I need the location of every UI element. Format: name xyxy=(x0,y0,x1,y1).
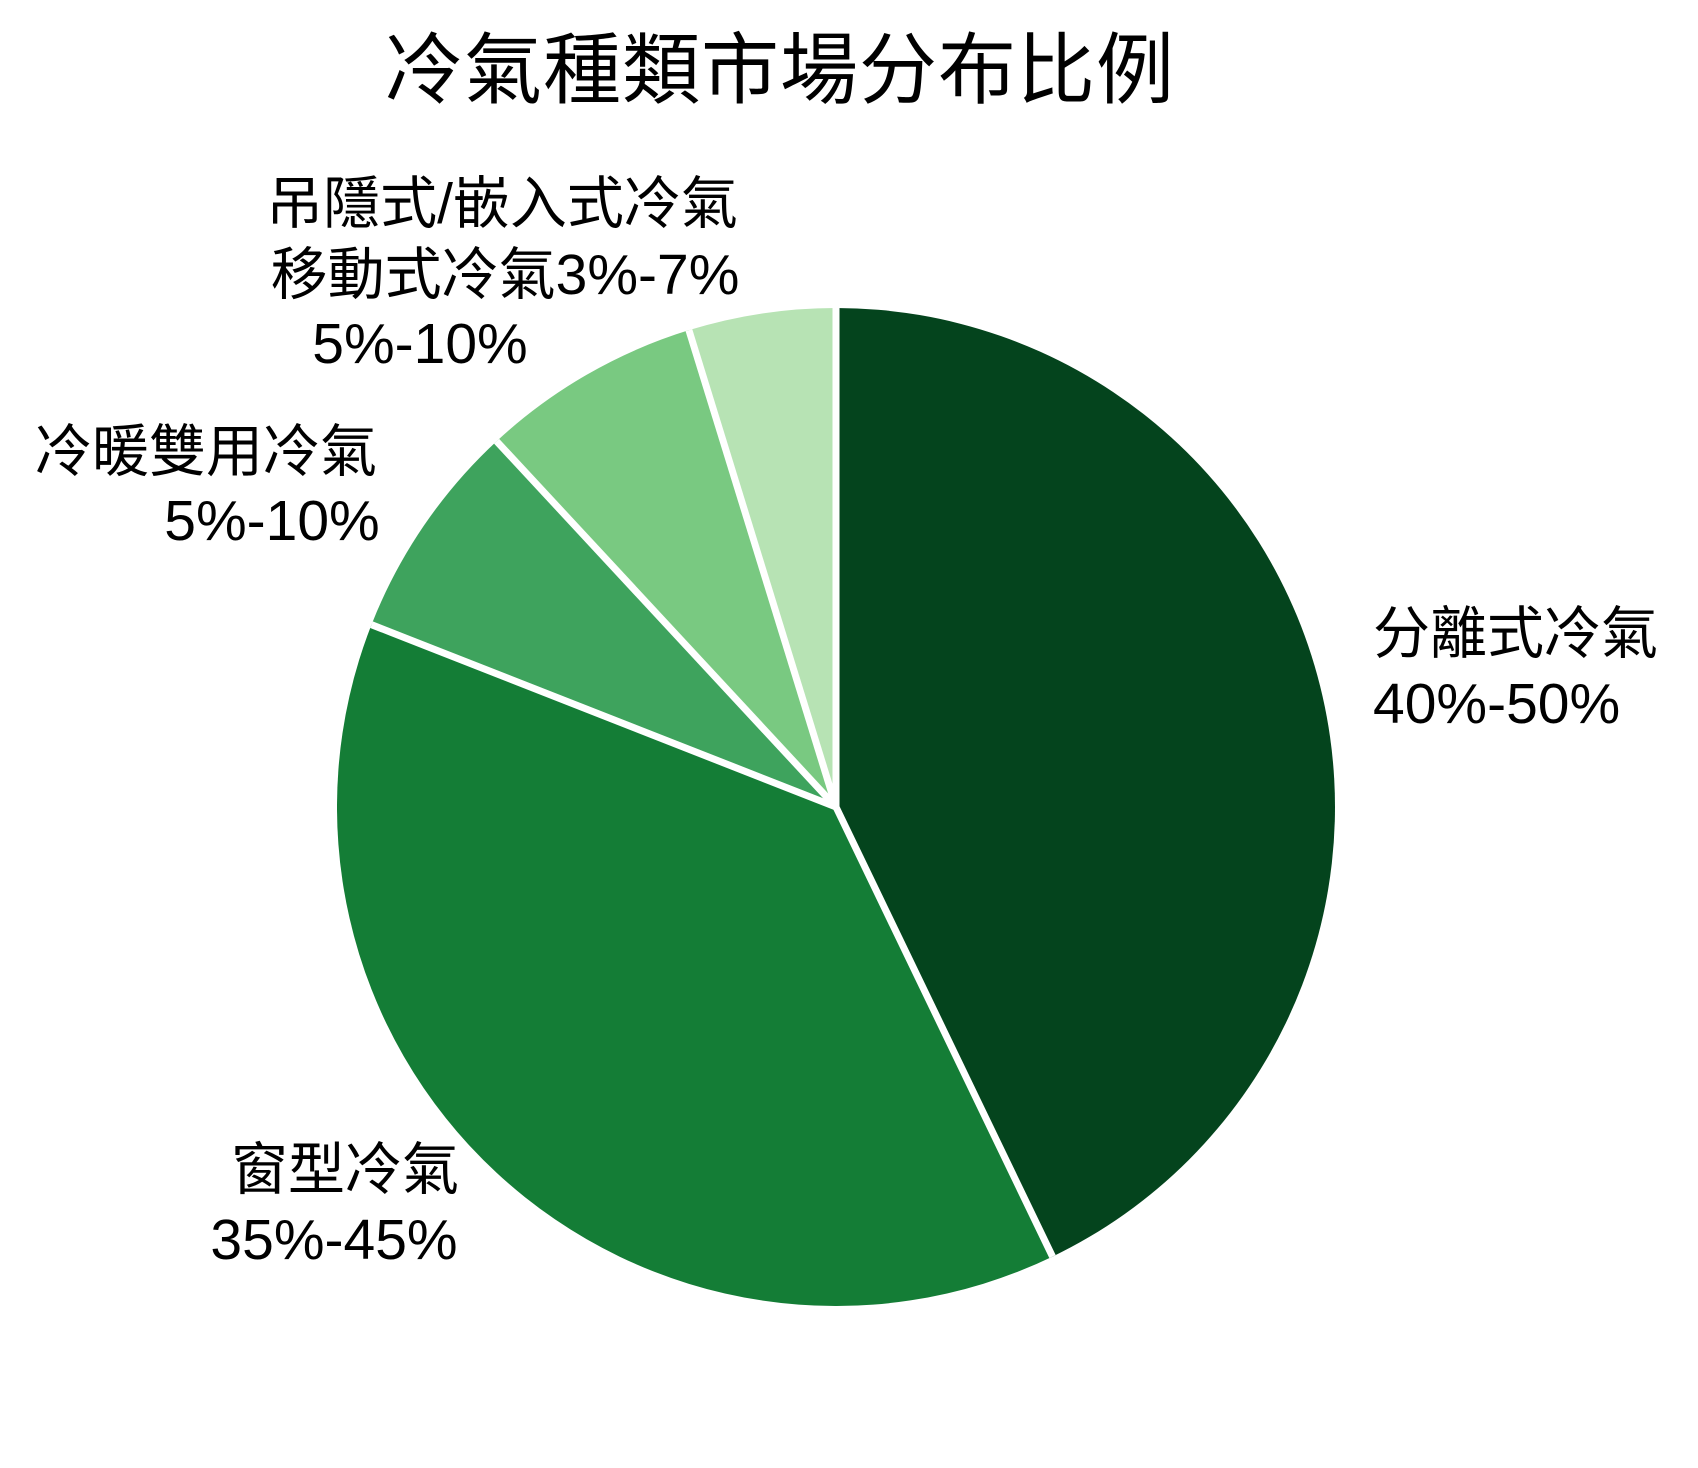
callout-window-label: 窗型冷氣 xyxy=(231,1138,459,1202)
pie-slice-window xyxy=(337,624,1053,1306)
pie-separator-2 xyxy=(370,621,838,811)
pie-slice-split xyxy=(836,308,1335,1257)
callout-portable-label-and-concealed-range: 移動式冷氣3%-7% xyxy=(270,243,740,307)
pie-slice-portable xyxy=(496,330,836,807)
callout-dual-range: 5%-10% xyxy=(164,489,380,553)
pie-slice-dual xyxy=(371,441,836,807)
callout-split-label: 分離式冷氣 xyxy=(1373,602,1658,666)
callout-dual-label: 冷暖雙用冷氣 xyxy=(35,420,377,484)
pie-separator-4 xyxy=(685,329,840,809)
callout-window-range: 35%-45% xyxy=(210,1208,458,1272)
chart-title: 冷氣種類市場分布比例 xyxy=(384,26,1175,114)
callout-concealed-label: 吊隱式/嵌入式冷氣 xyxy=(266,172,738,236)
pie-chart xyxy=(337,308,1335,1306)
callout-split-range: 40%-50% xyxy=(1373,672,1621,736)
pie-separator-1 xyxy=(832,805,1056,1259)
pie-separator-3 xyxy=(494,438,839,810)
callout-portable-range: 5%-10% xyxy=(312,312,528,376)
